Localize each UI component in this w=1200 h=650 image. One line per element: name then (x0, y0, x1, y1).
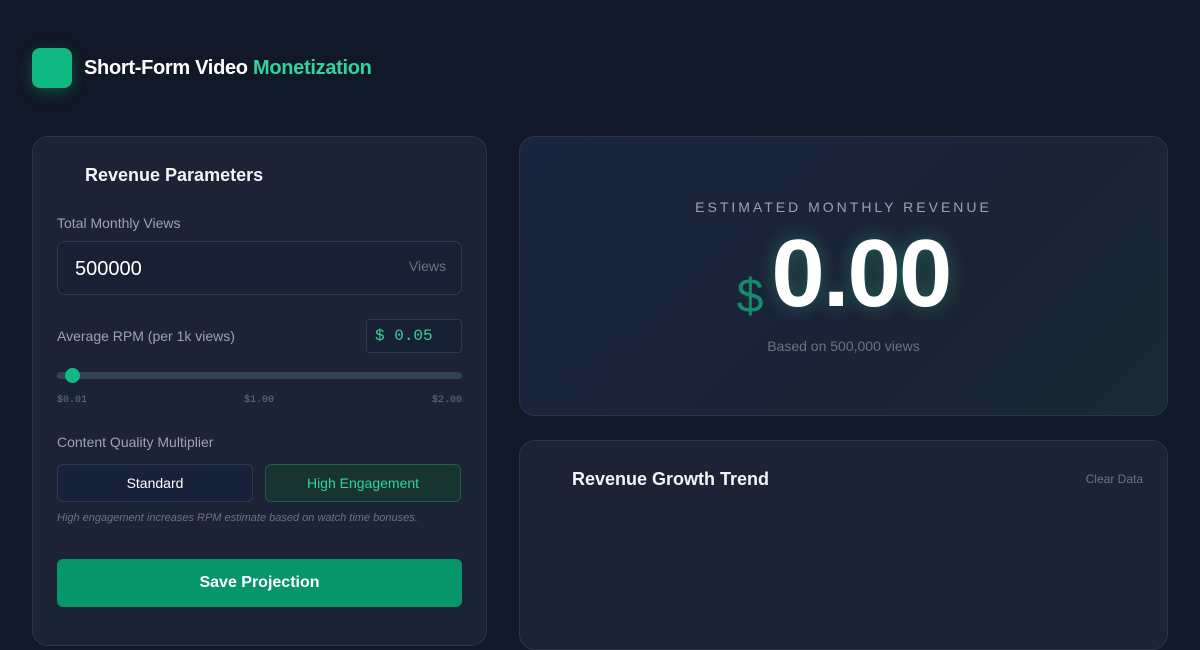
views-value: 500000 (75, 258, 142, 280)
rpm-slider[interactable] (57, 368, 462, 383)
rpm-label: Average RPM (per 1k views) (57, 328, 235, 344)
rpm-input[interactable]: $ 0.05 (366, 319, 462, 353)
views-label: Total Monthly Views (57, 215, 181, 231)
views-unit: Views (408, 258, 446, 274)
slider-tick: $0.01 (57, 395, 88, 406)
save-projection-button[interactable]: Save Projection (57, 559, 462, 607)
clear-data-button[interactable]: Clear Data (1085, 472, 1143, 486)
revenue-trend-card: Revenue Growth Trend Clear Data (519, 440, 1168, 650)
app-title-accent: Monetization (252, 57, 372, 79)
currency-symbol: $ (736, 270, 764, 323)
option-high-engagement[interactable]: High Engagement (265, 464, 461, 502)
revenue-amount: $0.00 (520, 219, 1167, 329)
views-input[interactable]: 500000 Views (57, 241, 462, 295)
slider-tick: $2.00 (431, 395, 462, 406)
rpm-value: 0.05 (394, 327, 433, 345)
card-title: Revenue Parameters (85, 165, 264, 185)
based-on-text: Based on 500,000 views (767, 338, 920, 354)
app-title: Short-Form Video Monetization (84, 57, 372, 80)
estimated-revenue-card: ESTIMATED MONTHLY REVENUE $0.00 Based on… (519, 136, 1168, 416)
revenue-parameters-card: Revenue Parameters Total Monthly Views 5… (32, 136, 487, 646)
app-logo (32, 48, 72, 88)
slider-thumb[interactable] (65, 368, 81, 383)
trend-title: Revenue Growth Trend (572, 469, 770, 489)
revenue-eyebrow: ESTIMATED MONTHLY REVENUE (695, 199, 992, 215)
quality-label: Content Quality Multiplier (57, 434, 214, 450)
option-standard[interactable]: Standard (57, 464, 253, 502)
quality-hint: High engagement increases RPM estimate b… (57, 512, 418, 524)
rpm-currency: $ (375, 327, 385, 345)
slider-tick: $1.00 (244, 395, 275, 406)
revenue-value: 0.00 (771, 220, 952, 327)
app-title-main: Short-Form Video (84, 57, 253, 79)
